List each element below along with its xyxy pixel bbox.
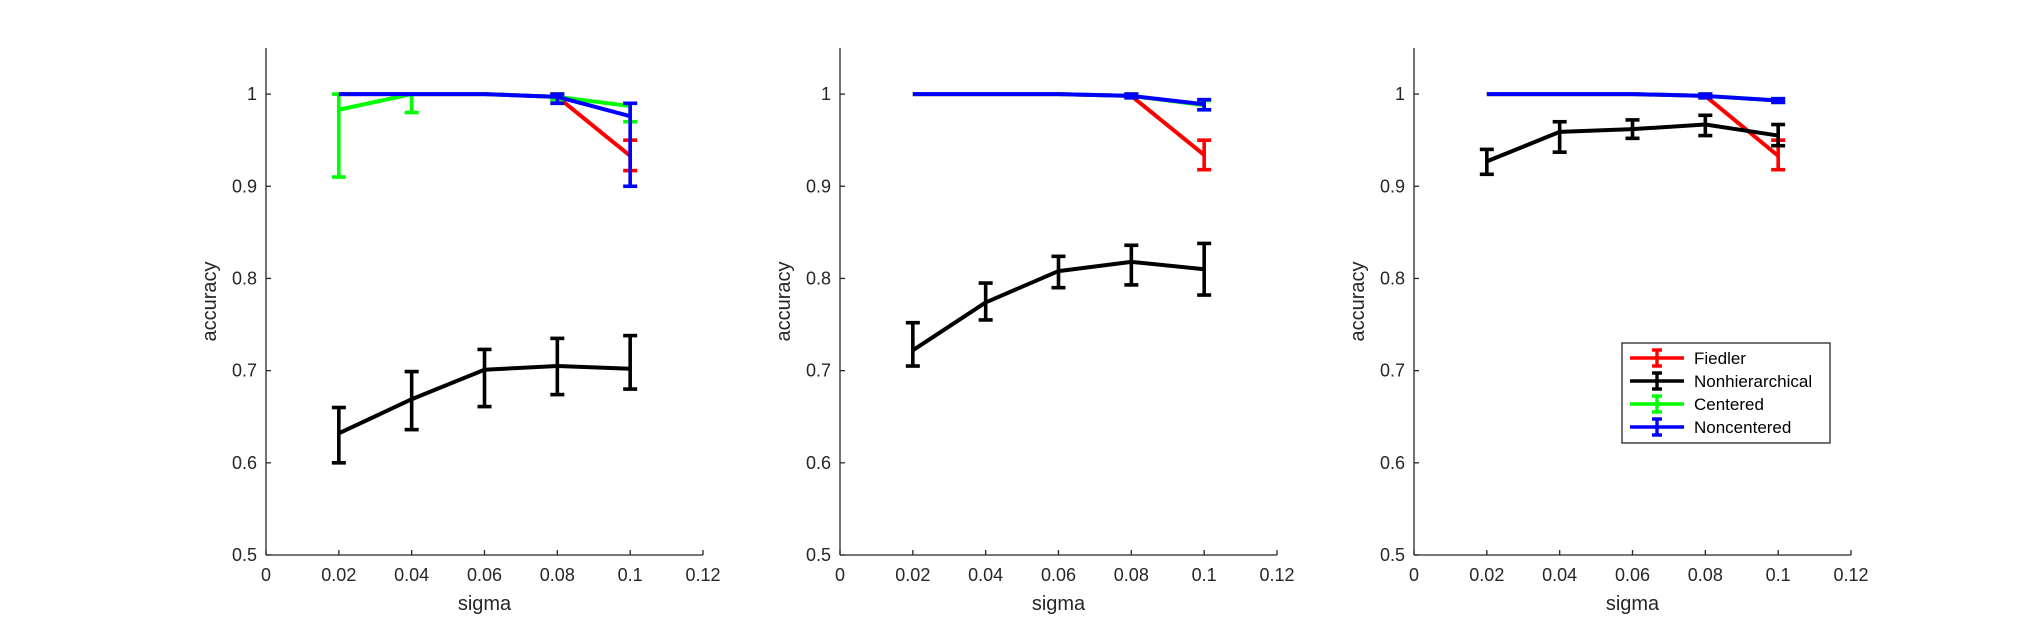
x-axis-label: sigma xyxy=(458,593,512,615)
y-tick-label: 0.5 xyxy=(806,545,831,565)
x-tick-label: 0.02 xyxy=(1469,565,1504,585)
y-tick-label: 0.8 xyxy=(232,268,257,288)
x-tick-label: 0.06 xyxy=(1041,565,1076,585)
series-line-fiedler xyxy=(912,92,1206,157)
x-axis-label: sigma xyxy=(1032,593,1086,615)
y-tick-label: 0.9 xyxy=(806,176,831,196)
legend-item-centered: Centered xyxy=(1630,394,1764,414)
legend-label-fiedler: Fiedler xyxy=(1694,349,1746,368)
y-tick-label: 1 xyxy=(1395,84,1405,104)
legend-item-nonhierarchical: Nonhierarchical xyxy=(1630,371,1812,391)
x-tick-label: 0.02 xyxy=(895,565,930,585)
x-tick-label: 0 xyxy=(261,565,271,585)
series-line-nonhierarchical xyxy=(911,259,1205,353)
chart-panel-1: 0 0.02 0.04 0.06 0.08 0.1 0.12 0.5 0.6 0.7 0.8 0.9 1… xyxy=(199,48,721,615)
chart-panels: 0 0.02 0.04 0.06 0.08 0.1 0.12 0.5 0.6 0.7 0.8 0.9 1… xyxy=(199,48,1869,615)
y-tick-label: 1 xyxy=(821,84,831,104)
legend-label-centered: Centered xyxy=(1694,395,1764,414)
y-tick-label: 0.8 xyxy=(1380,268,1405,288)
x-tick-label: 0 xyxy=(1409,565,1419,585)
x-tick-label: 0.1 xyxy=(1766,565,1791,585)
series-noncentered xyxy=(338,92,638,189)
series-nonhierarchical xyxy=(1479,113,1786,177)
chart-panel-3: 0 0.02 0.04 0.06 0.08 0.1 0.12 0.5 0.6 0.7 0.8 0.9 1… xyxy=(1347,48,1869,615)
y-tick-label: 0.9 xyxy=(232,176,257,196)
x-tick-label: 0.12 xyxy=(1259,565,1294,585)
series-line-noncentered xyxy=(912,92,1205,107)
series-line-noncentered xyxy=(338,92,631,119)
x-tick-label: 0.04 xyxy=(1542,565,1577,585)
x-tick-label: 0.1 xyxy=(1192,565,1217,585)
legend-item-noncentered: Noncentered xyxy=(1630,417,1791,437)
x-tick-label: 0.12 xyxy=(685,565,720,585)
y-tick-label: 0.7 xyxy=(806,361,831,381)
x-tick-label: 0.06 xyxy=(1615,565,1650,585)
x-tick-label: 0.04 xyxy=(394,565,429,585)
x-tick-label: 0.08 xyxy=(540,565,575,585)
x-tick-label: 0.08 xyxy=(1114,565,1149,585)
y-axis-label: accuracy xyxy=(1347,261,1369,341)
legend-item-fiedler: Fiedler xyxy=(1630,348,1746,368)
x-tick-label: 0 xyxy=(835,565,845,585)
x-tick-label: 0.1 xyxy=(618,565,643,585)
legend: Fiedler Nonhierarchical Centered Noncentere… xyxy=(1621,342,1831,444)
series-nonhierarchical xyxy=(331,333,638,465)
x-tick-label: 0.12 xyxy=(1833,565,1868,585)
y-tick-label: 0.7 xyxy=(232,361,257,381)
x-tick-label: 0.04 xyxy=(968,565,1003,585)
x-tick-label: 0.02 xyxy=(321,565,356,585)
y-tick-label: 0.7 xyxy=(1380,361,1405,381)
chart-panel-2: 0 0.02 0.04 0.06 0.08 0.1 0.12 0.5 0.6 0.7 0.8 0.9 1… xyxy=(773,48,1295,615)
legend-label-noncentered: Noncentered xyxy=(1694,418,1791,437)
y-tick-label: 0.5 xyxy=(1380,545,1405,565)
x-tick-label: 0.08 xyxy=(1688,565,1723,585)
series-noncentered xyxy=(1486,92,1786,105)
series-line-noncentered xyxy=(1486,92,1779,103)
y-tick-label: 0.5 xyxy=(232,545,257,565)
series-line-nonhierarchical xyxy=(337,364,631,436)
series-fiedler xyxy=(912,92,1212,172)
y-axis-label: accuracy xyxy=(773,261,795,341)
series-nonhierarchical xyxy=(905,241,1212,368)
y-tick-label: 0.9 xyxy=(1380,176,1405,196)
series-line-nonhierarchical xyxy=(1486,122,1779,164)
y-tick-label: 0.8 xyxy=(806,268,831,288)
y-tick-label: 0.6 xyxy=(1380,453,1405,473)
series-line-centered xyxy=(338,92,631,112)
x-axis-label: sigma xyxy=(1606,593,1660,615)
y-axis-label: accuracy xyxy=(199,261,221,341)
x-tick-label: 0.06 xyxy=(467,565,502,585)
legend-label-nonhierarchical: Nonhierarchical xyxy=(1694,372,1812,391)
y-tick-label: 1 xyxy=(247,84,257,104)
y-tick-label: 0.6 xyxy=(806,453,831,473)
y-tick-label: 0.6 xyxy=(232,453,257,473)
series-fiedler xyxy=(1486,92,1786,172)
series-noncentered xyxy=(912,92,1212,112)
